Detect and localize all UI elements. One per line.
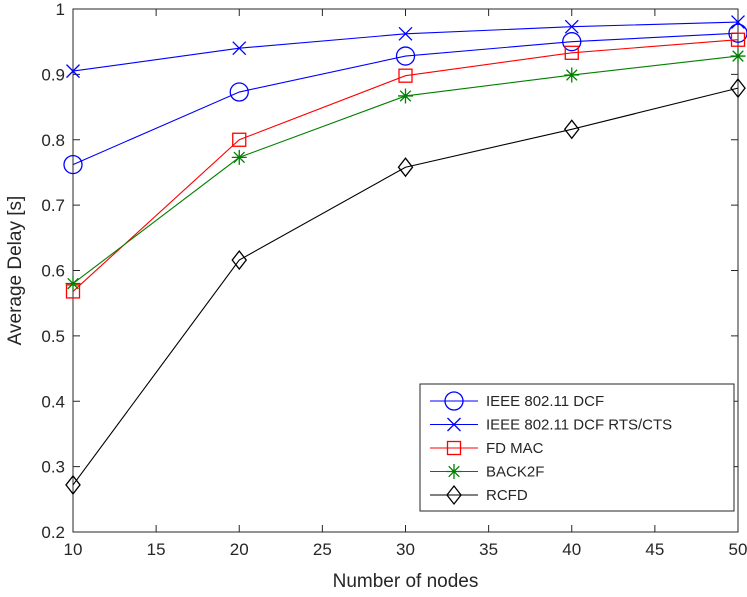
y-tick-label: 0.3 <box>41 458 65 477</box>
y-tick-label: 0.7 <box>41 196 65 215</box>
series-2 <box>65 32 746 299</box>
x-tick-label: 45 <box>645 540 664 559</box>
data-point <box>730 32 746 47</box>
data-point <box>232 132 247 147</box>
series-line <box>72 39 739 292</box>
x-tick-label: 35 <box>479 540 498 559</box>
data-point <box>398 26 413 41</box>
legend-marker <box>446 464 462 479</box>
x-tick-label: 40 <box>562 540 581 559</box>
y-axis-label: Average Delay [s] <box>5 196 26 346</box>
series-line <box>72 32 739 166</box>
y-tick-label: 0.4 <box>41 392 65 411</box>
series-4 <box>65 78 746 495</box>
legend: IEEE 802.11 DCF IEEE 802.11 DCF RTS/CTS FD… <box>419 383 735 512</box>
series-1 <box>66 15 745 79</box>
legend-label: IEEE 802.11 DCF RTS/CTS <box>486 417 672 434</box>
data-point <box>730 48 746 64</box>
x-tick-label: 10 <box>64 540 83 559</box>
data-point <box>397 157 414 178</box>
series-3 <box>65 48 746 292</box>
y-tick-label: 0.2 <box>41 523 65 542</box>
x-axis-label: Number of nodes <box>333 571 479 592</box>
x-tick-label: 30 <box>396 540 415 559</box>
y-tick-label: 1 <box>56 0 65 19</box>
data-point <box>65 276 81 292</box>
y-tick-label: 0.6 <box>41 262 65 281</box>
data-point <box>231 249 248 271</box>
legend-label: IEEE 802.11 DCF <box>486 393 604 410</box>
data-point <box>564 19 579 34</box>
legend-marker <box>446 484 462 506</box>
data-point <box>730 78 746 99</box>
series-layer <box>63 15 747 495</box>
legend-marker <box>447 417 461 432</box>
data-point <box>395 46 416 66</box>
data-point <box>398 88 413 104</box>
legend-marker <box>444 391 464 411</box>
x-tick-label: 15 <box>147 540 166 559</box>
data-point <box>232 41 247 56</box>
plot-area: 10 15 20 25 30 35 40 45 50 0.2 0.3 0.4 0.5 0.6 0.7 0.8 0… <box>41 0 747 559</box>
data-point <box>229 82 249 102</box>
data-point <box>564 45 579 60</box>
y-tick-label: 0.9 <box>41 65 65 84</box>
data-point <box>563 119 580 140</box>
series-0 <box>63 23 747 175</box>
data-point <box>731 15 745 30</box>
legend-label: RCFD <box>486 487 528 504</box>
data-point <box>65 474 81 495</box>
legend-marker <box>446 440 462 456</box>
data-point <box>562 32 582 52</box>
y-tick-label: 0.5 <box>41 327 65 346</box>
series-line <box>72 87 739 486</box>
x-tick-label: 50 <box>729 540 747 559</box>
data-point <box>728 23 747 43</box>
data-point <box>63 154 83 175</box>
data-point <box>398 68 413 83</box>
x-tick-label: 25 <box>313 540 332 559</box>
data-point <box>564 67 580 83</box>
y-tick-label: 0.8 <box>41 131 65 150</box>
x-tick-label: 20 <box>230 540 249 559</box>
data-point <box>231 149 247 165</box>
data-point <box>66 64 80 79</box>
legend-label: FD MAC <box>486 440 544 457</box>
legend-label: BACK2F <box>486 464 544 481</box>
